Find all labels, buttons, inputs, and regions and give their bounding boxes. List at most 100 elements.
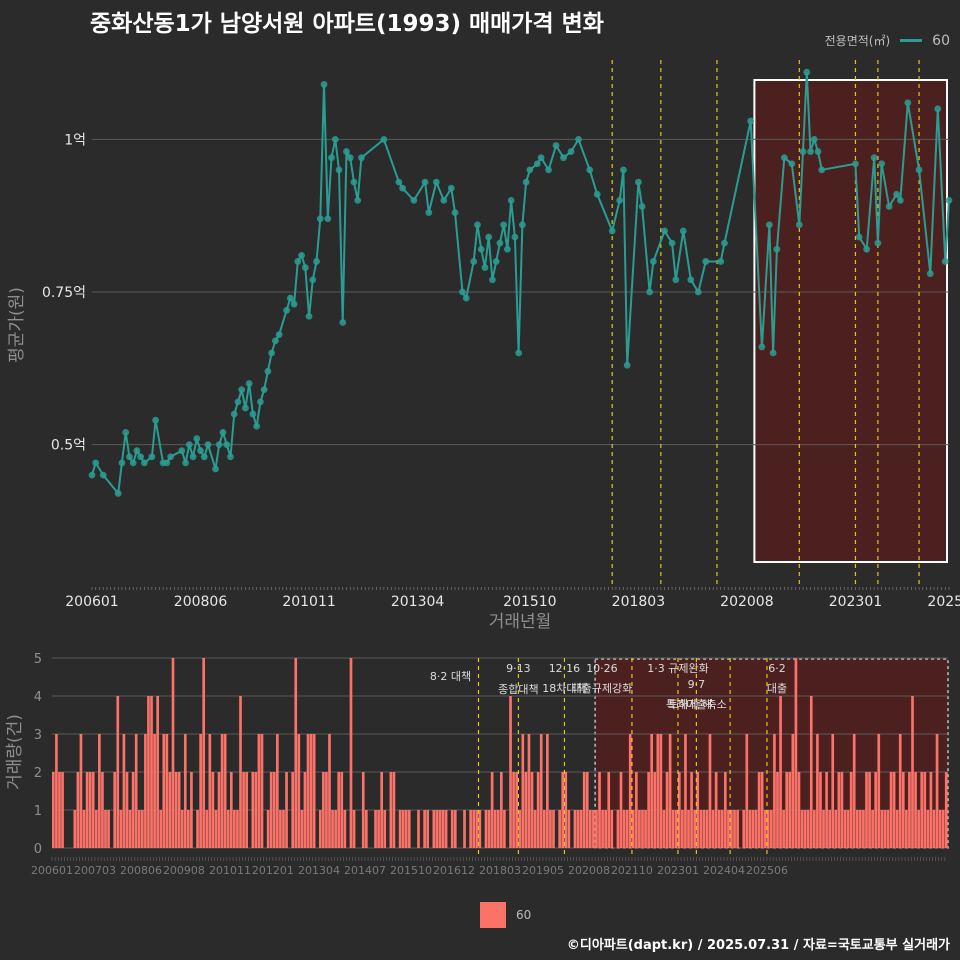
price-point bbox=[313, 258, 320, 265]
price-point bbox=[560, 154, 567, 162]
volume-bar bbox=[549, 810, 552, 848]
volume-bar bbox=[828, 810, 831, 848]
bar-y-tick-label: 0 bbox=[34, 842, 42, 857]
volume-bar bbox=[573, 810, 577, 848]
price-point bbox=[492, 258, 500, 265]
bar-y-tick-label: 5 bbox=[34, 652, 42, 667]
volume-bar bbox=[911, 696, 914, 848]
volume-bar bbox=[398, 810, 402, 848]
volume-bar bbox=[79, 734, 83, 848]
price-point bbox=[335, 166, 343, 174]
volume-bar bbox=[917, 810, 920, 848]
price-point bbox=[197, 447, 204, 455]
volume-bar bbox=[852, 734, 856, 848]
volume-bar bbox=[266, 810, 270, 848]
volume-bar bbox=[748, 810, 752, 848]
volume-bar bbox=[61, 772, 64, 848]
volume-bar bbox=[496, 810, 500, 848]
volume-bar bbox=[113, 772, 117, 848]
volume-bar bbox=[527, 734, 531, 848]
price-point bbox=[537, 154, 545, 162]
price-point bbox=[283, 306, 291, 314]
bar-x-tick-label: 201407 bbox=[344, 864, 386, 877]
volume-bar bbox=[144, 734, 147, 848]
legend-bar-swatch bbox=[480, 902, 506, 928]
price-point bbox=[257, 398, 264, 406]
volume-bar bbox=[908, 772, 911, 848]
price-point bbox=[702, 258, 710, 265]
volume-bar bbox=[374, 810, 377, 848]
volume-bar bbox=[349, 658, 353, 848]
price-point bbox=[167, 453, 174, 461]
volume-bar bbox=[211, 772, 215, 848]
price-point bbox=[668, 239, 676, 247]
x-tick-label: 200806 bbox=[174, 594, 228, 610]
price-point bbox=[661, 227, 668, 235]
volume-bar bbox=[546, 734, 549, 848]
volume-bar bbox=[714, 772, 718, 848]
price-point bbox=[432, 178, 440, 186]
volume-bar bbox=[407, 810, 411, 848]
volume-bar bbox=[98, 734, 101, 848]
volume-bar bbox=[846, 810, 850, 848]
volume-bar bbox=[610, 810, 614, 848]
volume-bar bbox=[840, 772, 844, 848]
price-point bbox=[118, 459, 126, 467]
legend-line-swatch bbox=[900, 39, 923, 42]
price-point bbox=[462, 294, 470, 302]
bar-y-tick-label: 3 bbox=[34, 728, 42, 743]
volume-bar bbox=[156, 696, 159, 848]
volume-bar bbox=[361, 772, 365, 848]
volume-bar bbox=[254, 772, 258, 848]
price-point bbox=[395, 178, 403, 186]
price-point bbox=[163, 459, 171, 467]
volume-bar bbox=[932, 810, 936, 848]
policy-annotation-label: 18차대책 bbox=[542, 682, 586, 695]
volume-bar bbox=[518, 810, 522, 848]
volume-bar bbox=[524, 772, 528, 848]
volume-bar bbox=[196, 810, 199, 848]
volume-bar bbox=[76, 772, 80, 848]
price-point bbox=[305, 312, 313, 320]
volume-bar bbox=[635, 772, 638, 848]
volume-bar bbox=[776, 772, 779, 848]
price-point bbox=[915, 166, 923, 174]
volume-bar bbox=[260, 734, 264, 848]
volume-bar bbox=[325, 772, 328, 848]
volume-bar bbox=[665, 772, 669, 848]
price-point bbox=[380, 135, 388, 143]
volume-bar bbox=[905, 810, 908, 848]
bar-x-tick-label: 201304 bbox=[298, 864, 340, 877]
volume-bar bbox=[180, 810, 184, 848]
volume-bar bbox=[745, 734, 749, 848]
bar-x-tick-label: 201612 bbox=[433, 864, 475, 877]
volume-bar bbox=[754, 810, 758, 848]
bar-x-tick-label: 202506 bbox=[746, 864, 788, 877]
volume-bar bbox=[236, 810, 239, 848]
volume-bar bbox=[85, 772, 89, 848]
price-point bbox=[99, 471, 107, 479]
volume-bar bbox=[383, 810, 387, 848]
price-point bbox=[810, 135, 818, 143]
price-point bbox=[339, 319, 347, 326]
volume-bar bbox=[322, 772, 325, 848]
volume-bar bbox=[720, 810, 724, 848]
credit-text: ©디아파트(dapt.kr) / 2025.07.31 / 자료=국토교통부 실… bbox=[566, 938, 950, 953]
volume-bar bbox=[453, 810, 457, 848]
price-point bbox=[893, 190, 901, 198]
bar-x-tick-label: 200908 bbox=[163, 864, 205, 877]
price-point bbox=[533, 160, 541, 168]
volume-bar bbox=[303, 772, 307, 848]
volume-bar bbox=[650, 734, 654, 848]
volume-bar bbox=[52, 772, 55, 848]
volume-bar bbox=[199, 734, 202, 848]
volume-bar bbox=[101, 772, 104, 848]
volume-bar bbox=[435, 810, 439, 848]
volume-bar bbox=[751, 810, 755, 848]
volume-bar bbox=[94, 810, 98, 848]
bar-x-tick-label: 202110 bbox=[611, 864, 653, 877]
volume-bar bbox=[662, 810, 666, 848]
price-point bbox=[863, 245, 871, 253]
price-point bbox=[227, 453, 234, 461]
